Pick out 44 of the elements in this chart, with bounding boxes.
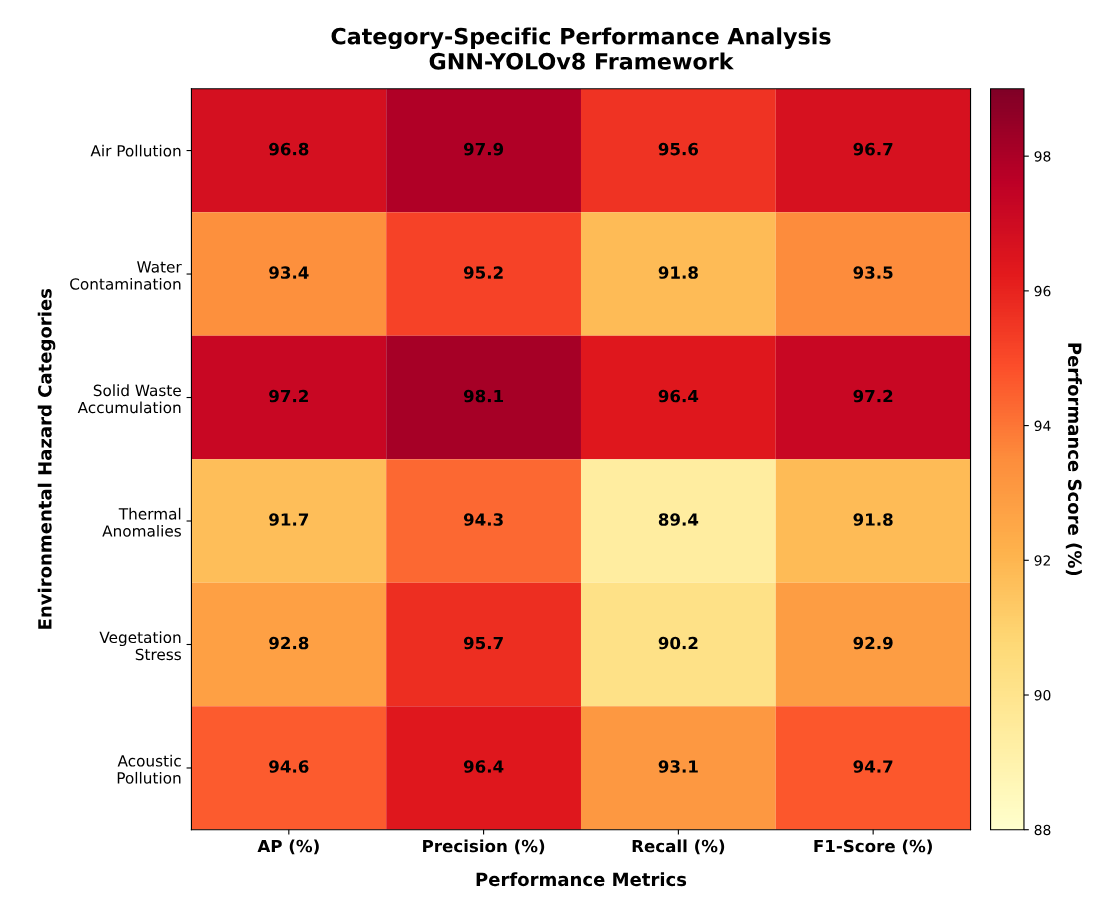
y-axis-title: Environmental Hazard Categories bbox=[37, 288, 56, 629]
data-label: 96.4 bbox=[463, 760, 504, 773]
x-tick-label: AP (%) bbox=[257, 839, 319, 855]
data-label: 93.4 bbox=[269, 266, 309, 279]
data-label: 93.1 bbox=[658, 760, 698, 773]
data-label: 90.2 bbox=[658, 636, 698, 650]
data-label: 93.5 bbox=[853, 266, 893, 279]
data-label: 95.7 bbox=[463, 636, 503, 650]
data-label: 91.7 bbox=[269, 513, 309, 526]
color-bar-label: 98 bbox=[1034, 151, 1051, 162]
color-bar-label: 92 bbox=[1034, 555, 1050, 566]
color-bar-label: 94 bbox=[1034, 420, 1051, 432]
data-label: 97.2 bbox=[853, 389, 893, 403]
y-tick-label: Solid Waste Accumulation bbox=[77, 384, 181, 414]
x-tick-label: Precision (%) bbox=[423, 839, 545, 855]
data-label: 94.3 bbox=[463, 513, 503, 526]
data-label: 95.6 bbox=[658, 142, 699, 156]
color-bar-label: 96 bbox=[1034, 285, 1051, 297]
data-label: 91.8 bbox=[853, 513, 893, 526]
color-bar-title: Performance Score (%) bbox=[1065, 343, 1082, 576]
y-tick-label: Acoustic Pollution bbox=[117, 754, 181, 784]
color-bar-label: 88 bbox=[1034, 824, 1051, 836]
data-label: 96.8 bbox=[269, 142, 309, 156]
data-label: 95.2 bbox=[463, 266, 503, 279]
y-tick-label: Vegetation Stress bbox=[99, 631, 181, 661]
chart-title: Category-Specific Performance Analysis GNN-YOLOv8 Framework bbox=[331, 27, 831, 70]
data-label: 89.4 bbox=[658, 513, 699, 526]
y-tick-label: Air Pollution bbox=[90, 144, 181, 157]
x-axis-title: Performance Metrics bbox=[476, 872, 687, 887]
data-label: 92.8 bbox=[269, 636, 309, 650]
data-label: 94.7 bbox=[853, 760, 893, 773]
data-label: 97.2 bbox=[269, 389, 308, 403]
data-label: 92.9 bbox=[853, 636, 893, 650]
x-tick-label: Recall (%) bbox=[632, 839, 725, 855]
data-label: 97.9 bbox=[463, 142, 504, 156]
y-tick-label: Water Contamination bbox=[70, 261, 182, 290]
data-label: 91.8 bbox=[658, 266, 698, 279]
color-bar-label: 90 bbox=[1034, 689, 1051, 701]
data-label: 98.1 bbox=[463, 389, 504, 403]
x-tick-label: F1-Score (%) bbox=[814, 839, 932, 855]
data-label: 94.6 bbox=[269, 760, 309, 773]
data-label: 96.4 bbox=[658, 389, 699, 403]
data-label: 96.7 bbox=[853, 142, 893, 156]
y-tick-label: Thermal Anomalies bbox=[102, 507, 181, 537]
